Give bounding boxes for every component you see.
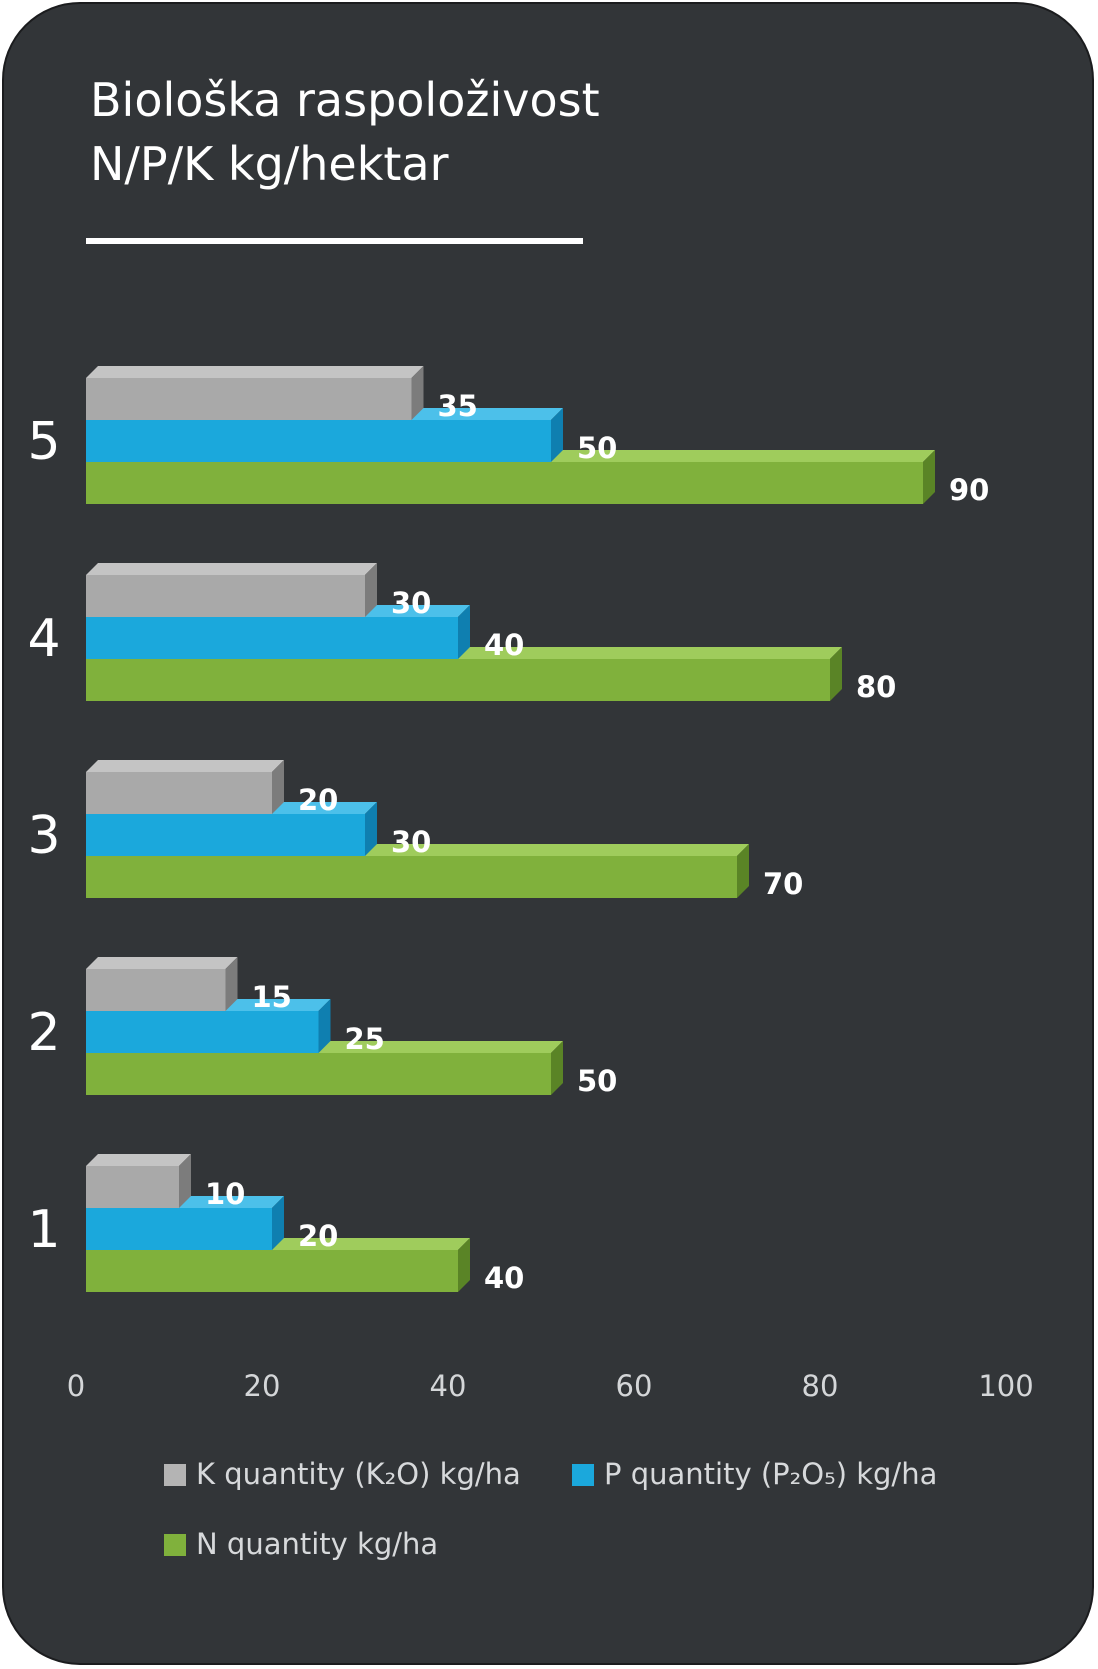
legend-swatch-k (164, 1464, 186, 1486)
category-label-3: 3 (27, 806, 60, 866)
data-label-n-4: 80 (856, 670, 896, 704)
x-tick-label-80: 80 (802, 1369, 839, 1403)
data-label-p-4: 40 (484, 628, 524, 662)
bar-k-1: 10 (86, 1154, 245, 1211)
legend-item-n: N quantity kg/ha (164, 1524, 438, 1564)
x-tick-label-40: 40 (430, 1369, 467, 1403)
x-tick-label-100: 100 (978, 1369, 1033, 1403)
data-label-n-1: 40 (484, 1261, 524, 1295)
bar-k-2: 15 (86, 957, 292, 1014)
bar-p-5: 50 (86, 408, 617, 465)
data-label-k-3: 20 (298, 783, 338, 817)
chart-title-line-2: N/P/K kg/hektar (90, 137, 449, 191)
category-label-4: 4 (27, 609, 60, 669)
x-tick-label-0: 0 (67, 1369, 85, 1403)
data-label-n-3: 70 (763, 867, 803, 901)
x-tick-label-60: 60 (616, 1369, 653, 1403)
legend-label-k: K quantity (K₂O) kg/ha (196, 1457, 521, 1491)
bar-n-1: 40 (86, 1238, 524, 1295)
bar-k-3: 20 (86, 760, 338, 817)
legend-item-p: P quantity (P₂O₅) kg/ha (572, 1454, 937, 1494)
x-tick-label-20: 20 (244, 1369, 281, 1403)
data-label-n-5: 90 (949, 473, 989, 507)
title-underline (86, 238, 583, 244)
legend-swatch-n (164, 1534, 186, 1556)
category-label-1: 1 (27, 1200, 60, 1260)
data-label-p-1: 20 (298, 1219, 338, 1253)
data-label-n-2: 50 (577, 1064, 617, 1098)
chart-title: Biološka raspoloživost N/P/K kg/hektar (90, 68, 600, 196)
legend-label-p: P quantity (P₂O₅) kg/ha (604, 1457, 938, 1491)
data-label-k-4: 30 (391, 586, 431, 620)
category-label-2: 2 (27, 1003, 60, 1063)
bar-n-4: 80 (86, 647, 896, 704)
data-label-p-3: 30 (391, 825, 431, 859)
data-label-k-5: 35 (438, 389, 478, 423)
data-label-p-2: 25 (345, 1022, 385, 1056)
bar-k-4: 30 (86, 563, 431, 620)
chart-title-line-1: Biološka raspoloživost (90, 73, 600, 127)
legend-item-k: K quantity (K₂O) kg/ha (164, 1454, 521, 1494)
legend-label-n: N quantity kg/ha (196, 1527, 439, 1561)
data-label-k-1: 10 (205, 1177, 245, 1211)
bar-k-5: 35 (86, 366, 478, 423)
legend-swatch-p (572, 1464, 594, 1486)
category-label-5: 5 (27, 412, 60, 472)
data-label-p-5: 50 (577, 431, 617, 465)
data-label-k-2: 15 (252, 980, 292, 1014)
